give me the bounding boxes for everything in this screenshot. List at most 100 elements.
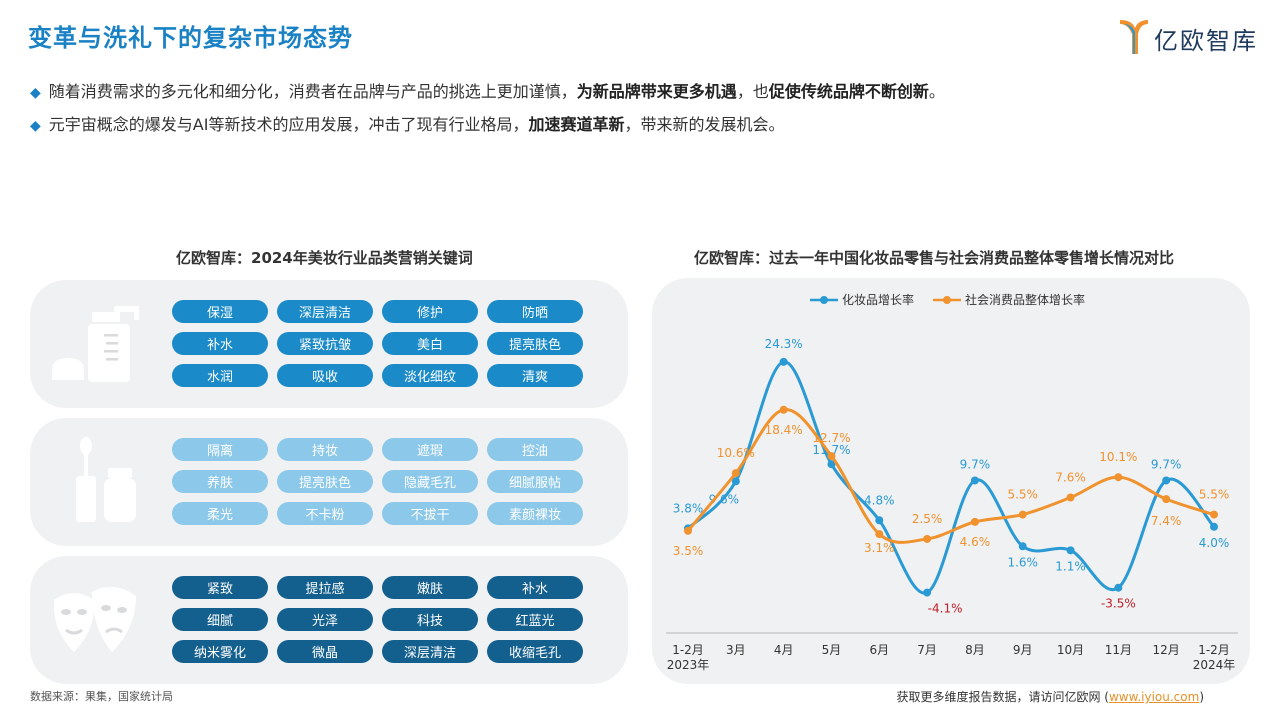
keyword-panel-beauty-device: 紧致 提拉感 嫩肤 补水 细腻 光泽 科技 红蓝光 纳米雾化 微晶 深层清洁 收缩毛孔 [30, 556, 628, 684]
bullet-item-2: ◆ 元宇宙概念的爆发与AI等新技术的应用发展，冲击了现有行业格局，加速赛道革新，带… [30, 109, 945, 142]
keyword-panel-makeup: 隔离 持妆 遮瑕 控油 养肤 提亮肤色 隐藏毛孔 细腻服帖 柔光 不卡粉 不拔干 素颜裸妆 [30, 418, 628, 546]
data-label: 10.1% [1099, 450, 1137, 464]
data-point [731, 477, 740, 486]
data-point [1210, 510, 1218, 519]
data-point [779, 405, 788, 414]
x-tick-label: 6月 [869, 643, 889, 657]
data-point [779, 357, 788, 366]
data-point [1114, 583, 1123, 592]
data-label: 18.4% [765, 423, 803, 437]
growth-chart-panel: 1-2月 2023年 3月 4月 5月 6月 7月 8月 9月 10月 11月 12月 1-2月 2024… [652, 278, 1250, 684]
keyword-tag: 遮瑕 [382, 438, 478, 461]
tag-grid: 紧致 提拉感 嫩肤 补水 细腻 光泽 科技 红蓝光 纳米雾化 微晶 深层清洁 收缩毛孔 [172, 576, 583, 663]
website-link[interactable]: www.iyiou.com [1108, 690, 1200, 704]
data-label: 3.8% [673, 501, 704, 515]
bullet-bold: 加速赛道革新 [528, 115, 625, 134]
x-tick-label: 8月 [965, 643, 985, 657]
tag-grid: 隔离 持妆 遮瑕 控油 养肤 提亮肤色 隐藏毛孔 细腻服帖 柔光 不卡粉 不拔干 素颜裸妆 [172, 438, 583, 525]
data-point [1114, 473, 1123, 482]
keyword-tag: 不卡粉 [277, 502, 373, 525]
data-label: 9.7% [1151, 457, 1182, 471]
data-point [827, 460, 836, 469]
data-point [731, 469, 740, 478]
x-tick-label: 5月 [822, 643, 842, 657]
data-label: 24.3% [765, 337, 803, 351]
keyword-tag: 细腻 [172, 608, 268, 631]
data-source: 数据来源：果集，国家统计局 [30, 690, 173, 703]
keyword-tag: 提拉感 [277, 576, 373, 599]
bullet-part: ，也 [736, 82, 769, 101]
keyword-tag: 防晒 [487, 300, 583, 323]
keywords-subtitle: 亿欧智库：2024年美妆行业品类营销关键词 [176, 249, 473, 267]
keyword-tag: 美白 [382, 332, 478, 355]
bullet-bold: 促使传统品牌不断创新 [768, 82, 929, 101]
keyword-tag: 补水 [487, 576, 583, 599]
data-label: -3.5% [1101, 597, 1136, 611]
skincare-bottle-icon [52, 306, 139, 382]
data-label: 2.5% [912, 512, 943, 526]
keyword-tag: 紧致 [172, 576, 268, 599]
keyword-tag: 修护 [382, 300, 478, 323]
data-point [1210, 522, 1218, 531]
data-point [1066, 493, 1075, 502]
bullet-item-1: ◆ 随着消费需求的多元化和细分化，消费者在品牌与产品的挑选上更加谨慎，为新品牌带来… [30, 76, 945, 109]
keyword-tag: 提亮肤色 [277, 470, 373, 493]
footer-note: 获取更多维度报告数据，请访问亿欧网 (www.iyiou.com) [896, 688, 1204, 705]
data-point [1018, 510, 1027, 519]
legend-label: 化妆品增长率 [842, 292, 914, 307]
keyword-tag: 柔光 [172, 502, 268, 525]
x-tick-label: 1-2月 2023年 [667, 643, 710, 672]
keyword-tag: 光泽 [277, 608, 373, 631]
keyword-tag: 养肤 [172, 470, 268, 493]
bullet-part: 。 [928, 82, 945, 101]
page-title: 变革与洗礼下的复杂市场态势 [28, 24, 353, 52]
data-label: 12.7% [812, 431, 850, 445]
keyword-tag: 隔离 [172, 438, 268, 461]
data-label: 3.1% [864, 541, 895, 555]
data-label: 4.8% [864, 493, 895, 507]
data-point [684, 526, 692, 535]
bullet-part: 随着消费需求的多元化和细分化，消费者在品牌与产品的挑选上更加谨慎， [48, 82, 577, 101]
legend-label: 社会消费品整体增长率 [965, 292, 1085, 307]
x-tick-label: 9月 [1013, 643, 1033, 657]
data-point [923, 534, 932, 543]
brand-name: 亿欧智库 [1154, 26, 1258, 55]
makeup-brush-icon [76, 437, 136, 522]
x-tick-label: 7月 [917, 643, 937, 657]
keyword-tag: 红蓝光 [487, 608, 583, 631]
keyword-tag: 淡化细纹 [382, 364, 478, 387]
keyword-tag: 水润 [172, 364, 268, 387]
data-point [1066, 546, 1075, 555]
footer-end: ) [1199, 690, 1204, 704]
keyword-tag: 微晶 [277, 640, 373, 663]
diamond-icon: ◆ [30, 85, 41, 101]
data-label: 1.6% [1007, 555, 1038, 569]
data-point [923, 588, 932, 597]
x-tick-label: 10月 [1057, 643, 1084, 657]
face-mask-icon [53, 586, 136, 652]
x-tick-label: 12月 [1153, 643, 1180, 657]
bullet-part: 元宇宙概念的爆发与AI等新技术的应用发展，冲击了现有行业格局， [48, 115, 529, 134]
legend-marker [820, 296, 828, 304]
keyword-tag: 吸收 [277, 364, 373, 387]
data-point [970, 476, 979, 485]
keyword-tag: 提亮肤色 [487, 332, 583, 355]
keyword-tag: 保湿 [172, 300, 268, 323]
iyiou-logo-icon [1120, 20, 1148, 54]
data-label: 4.0% [1199, 536, 1230, 550]
bullet-bold: 为新品牌带来更多机遇 [576, 82, 737, 101]
series-line-1 [686, 360, 1216, 595]
data-point [875, 530, 884, 539]
keyword-tag: 细腻服帖 [487, 470, 583, 493]
keyword-tag: 嫩肤 [382, 576, 478, 599]
data-point [875, 516, 884, 525]
keyword-panel-skincare: 保湿 深层清洁 修护 防晒 补水 紧致抗皱 美白 提亮肤色 水润 吸收 淡化细纹 清爽 [30, 280, 628, 408]
keyword-tag: 清爽 [487, 364, 583, 387]
keyword-tag: 补水 [172, 332, 268, 355]
keyword-tag: 收缩毛孔 [487, 640, 583, 663]
x-tick-label: 4月 [774, 643, 794, 657]
bullet-list: ◆ 随着消费需求的多元化和细分化，消费者在品牌与产品的挑选上更加谨慎，为新品牌带来… [30, 76, 945, 142]
keyword-tag: 不拔干 [382, 502, 478, 525]
data-label: 11.7% [812, 443, 850, 457]
data-label: -4.1% [928, 602, 963, 616]
